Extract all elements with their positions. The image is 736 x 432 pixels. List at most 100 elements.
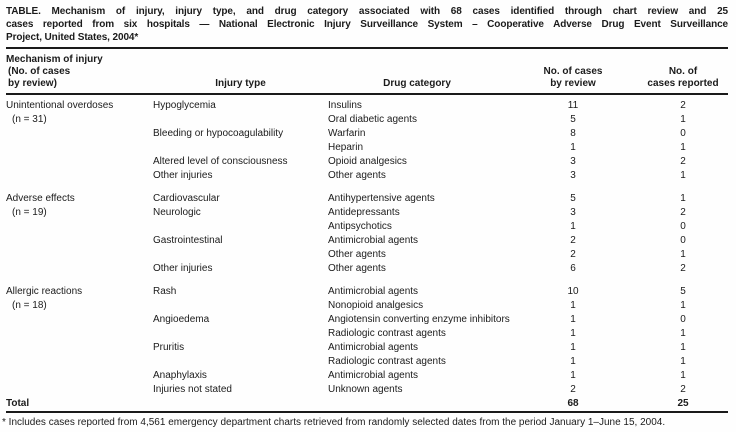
title-line: cases reported from six hospitals — Nati… — [6, 19, 728, 30]
cases-reported-cell: 2 — [680, 263, 686, 274]
injury-type-cell: Angioedema — [153, 314, 210, 325]
drug-category-cell: Antidepressants — [328, 207, 400, 218]
title-line: Project, United States, 2004* — [6, 32, 139, 43]
cases-by-review-cell: 1 — [570, 370, 576, 381]
cases-by-review-cell: 8 — [570, 128, 576, 139]
cases-by-review-cell: 2 — [570, 235, 576, 246]
table-row: (n = 19) Neurologic Antidepressants 3 2 — [6, 206, 728, 220]
table-row: Bleeding or hypocoagulability Warfarin 8 0 — [6, 127, 728, 141]
injury-type-cell: Neurologic — [153, 207, 201, 218]
injury-type-cell — [153, 141, 328, 155]
drug-category-cell: Heparin — [328, 142, 364, 153]
cases-reported-cell: 1 — [680, 356, 686, 367]
table-section: Allergic reactions Rash Antimicrobial agen… — [6, 285, 728, 397]
header-line: No. of — [668, 66, 698, 77]
mechanism-cell — [6, 248, 153, 262]
drug-category-cell: Opioid analgesics — [328, 156, 407, 167]
injury-type-cell: Other injuries — [153, 170, 213, 181]
cases-reported-cell: 0 — [680, 221, 686, 232]
cases-reported-cell: 1 — [680, 114, 686, 125]
cases-reported-cell: 0 — [680, 235, 686, 246]
injury-type-cell — [153, 220, 328, 234]
mechanism-cell — [6, 369, 153, 383]
header-mechanism-of-injury: Mechanism of injury (No. of cases by rev… — [6, 54, 153, 90]
injury-type-cell: Other injuries — [153, 263, 213, 274]
column-headers: Mechanism of injury (No. of cases by rev… — [6, 54, 728, 90]
mechanism-cell — [6, 327, 153, 341]
injury-type-cell — [153, 327, 328, 341]
cases-reported-cell: 2 — [680, 384, 686, 395]
total-row: Total 68 25 — [6, 397, 728, 411]
drug-category-cell: Unknown agents — [328, 384, 403, 395]
total-drug-category-cell — [328, 397, 506, 411]
table-row: Adverse effects Cardiovascular Antihyperte… — [6, 192, 728, 206]
cases-reported-cell: 1 — [680, 170, 686, 181]
table-row: Other agents 2 1 — [6, 248, 728, 262]
cases-by-review-cell: 11 — [567, 100, 579, 111]
injury-type-cell: Hypoglycemia — [153, 100, 216, 111]
drug-category-cell: Antimicrobial agents — [328, 342, 419, 353]
cases-reported-cell: 1 — [680, 193, 686, 204]
mechanism-cell: (n = 18) — [12, 300, 47, 311]
drug-category-cell: Nonopioid analgesics — [328, 300, 424, 311]
cases-by-review-cell: 1 — [570, 142, 576, 153]
drug-category-cell: Oral diabetic agents — [328, 114, 417, 125]
table-section: Unintentional overdoses Hypoglycemia Insul… — [6, 99, 728, 183]
mechanism-cell — [6, 341, 153, 355]
table-row: Radiologic contrast agents 1 1 — [6, 327, 728, 341]
header-drug-category: Drug category — [383, 78, 451, 89]
total-cases-by-review: 68 — [567, 398, 579, 409]
header-rule — [6, 93, 728, 95]
header-injury-type: Injury type — [215, 78, 266, 89]
injury-type-cell — [153, 299, 328, 313]
cases-by-review-cell: 6 — [570, 263, 576, 274]
table-body: Unintentional overdoses Hypoglycemia Insul… — [6, 99, 728, 397]
mechanism-cell — [6, 220, 153, 234]
total-cases-reported: 25 — [677, 398, 689, 409]
cases-by-review-cell: 5 — [570, 193, 576, 204]
cases-reported-cell: 0 — [680, 314, 686, 325]
injury-type-cell: Pruritis — [153, 342, 185, 353]
table-row: Injuries not stated Unknown agents 2 2 — [6, 383, 728, 397]
injury-type-cell: Gastrointestinal — [153, 235, 223, 246]
header-cases-reported: No. of cases reported — [640, 66, 726, 90]
injury-type-cell — [153, 355, 328, 369]
injury-type-cell — [153, 113, 328, 127]
mechanism-cell — [6, 383, 153, 397]
table-row: Pruritis Antimicrobial agents 1 1 — [6, 341, 728, 355]
header-line: No. of cases — [543, 66, 603, 77]
mechanism-cell — [6, 155, 153, 169]
cases-reported-cell: 5 — [680, 286, 686, 297]
table-row: Antipsychotics 1 0 — [6, 220, 728, 234]
header-line: by review) — [8, 78, 57, 89]
table-row: (n = 31) Oral diabetic agents 5 1 — [6, 113, 728, 127]
injury-type-cell — [153, 248, 328, 262]
mechanism-cell — [6, 262, 153, 276]
mechanism-cell: Allergic reactions — [6, 286, 83, 297]
cases-by-review-cell: 1 — [570, 328, 576, 339]
cases-reported-cell: 1 — [680, 142, 686, 153]
cases-by-review-cell: 5 — [570, 114, 576, 125]
table-row: Gastrointestinal Antimicrobial agents 2 0 — [6, 234, 728, 248]
injury-type-cell: Cardiovascular — [153, 193, 220, 204]
injury-type-cell: Anaphylaxis — [153, 370, 207, 381]
total-injury-type-cell — [153, 397, 328, 411]
header-line: (No. of cases — [8, 66, 71, 77]
drug-category-cell: Warfarin — [328, 128, 366, 139]
cases-by-review-cell: 1 — [570, 221, 576, 232]
title-rule — [6, 47, 728, 49]
mechanism-cell — [6, 141, 153, 155]
footnote: * Includes cases reported from 4,561 eme… — [2, 417, 666, 428]
cases-reported-cell: 1 — [680, 300, 686, 311]
cases-reported-cell: 2 — [680, 156, 686, 167]
total-label: Total — [6, 398, 30, 409]
injury-type-cell: Altered level of consciousness — [153, 156, 288, 167]
title-line: TABLE. Mechanism of injury, injury type,… — [6, 6, 728, 17]
drug-category-cell: Other agents — [328, 263, 386, 274]
table-row: (n = 18) Nonopioid analgesics 1 1 — [6, 299, 728, 313]
drug-category-cell: Antipsychotics — [328, 221, 392, 232]
cases-by-review-cell: 1 — [570, 314, 576, 325]
cases-by-review-cell: 3 — [570, 170, 576, 181]
table-title: TABLE. Mechanism of injury, injury type,… — [6, 5, 728, 44]
table-row: Allergic reactions Rash Antimicrobial agen… — [6, 285, 728, 299]
